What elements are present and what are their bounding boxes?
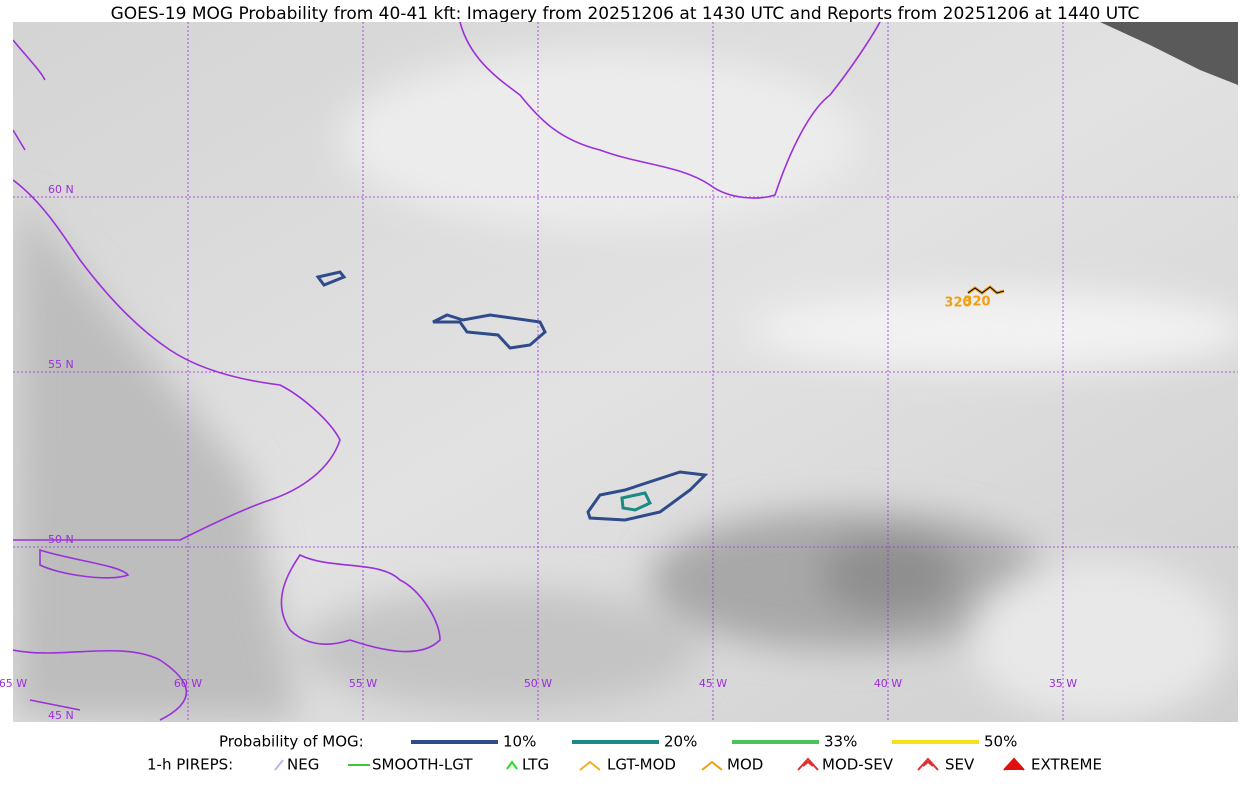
- latitude-label: 60 N: [48, 183, 74, 196]
- longitude-label: 60 W: [174, 677, 202, 690]
- longitude-label: 50 W: [524, 677, 552, 690]
- report-label: 320: [963, 295, 990, 310]
- pirep-icon: [917, 757, 939, 771]
- pirep-icon: [1003, 757, 1025, 771]
- latitude-label: 45 N: [48, 709, 74, 722]
- legend-label: LTG: [522, 756, 549, 774]
- legend-label: MOD: [727, 756, 763, 774]
- pirep-icon: [274, 759, 284, 771]
- legend-label: 50%: [984, 733, 1017, 751]
- legend-label: LGT-MOD: [607, 756, 676, 774]
- legend-label: 33%: [824, 733, 857, 751]
- legend-label: SMOOTH-LGT: [372, 756, 473, 774]
- legend-label: EXTREME: [1031, 756, 1102, 774]
- legend-label: MOD-SEV: [822, 756, 894, 774]
- latitude-label: 55 N: [48, 358, 74, 371]
- report-label: 320: [944, 296, 971, 311]
- legend-label: 10%: [503, 733, 536, 751]
- pirep-icon: [797, 757, 819, 771]
- map: [13, 22, 1238, 722]
- latitude-label: 50 N: [48, 533, 74, 546]
- longitude-label: 45 W: [699, 677, 727, 690]
- pirep-icon: [579, 760, 601, 771]
- legend-title: Probability of MOG:: [219, 733, 364, 751]
- longitude-label: 55 W: [349, 677, 377, 690]
- pirep-icon: [701, 760, 723, 771]
- legend-label: 20%: [664, 733, 697, 751]
- pirep-icon: [506, 760, 518, 770]
- longitude-label: 65 W: [0, 677, 27, 690]
- legend-label: SEV: [945, 756, 975, 774]
- longitude-label: 35 W: [1049, 677, 1077, 690]
- legend-label: NEG: [287, 756, 319, 774]
- legend-title: 1-h PIREPS:: [147, 756, 233, 774]
- longitude-label: 40 W: [874, 677, 902, 690]
- title: GOES-19 MOG Probability from 40-41 kft: …: [111, 4, 1140, 24]
